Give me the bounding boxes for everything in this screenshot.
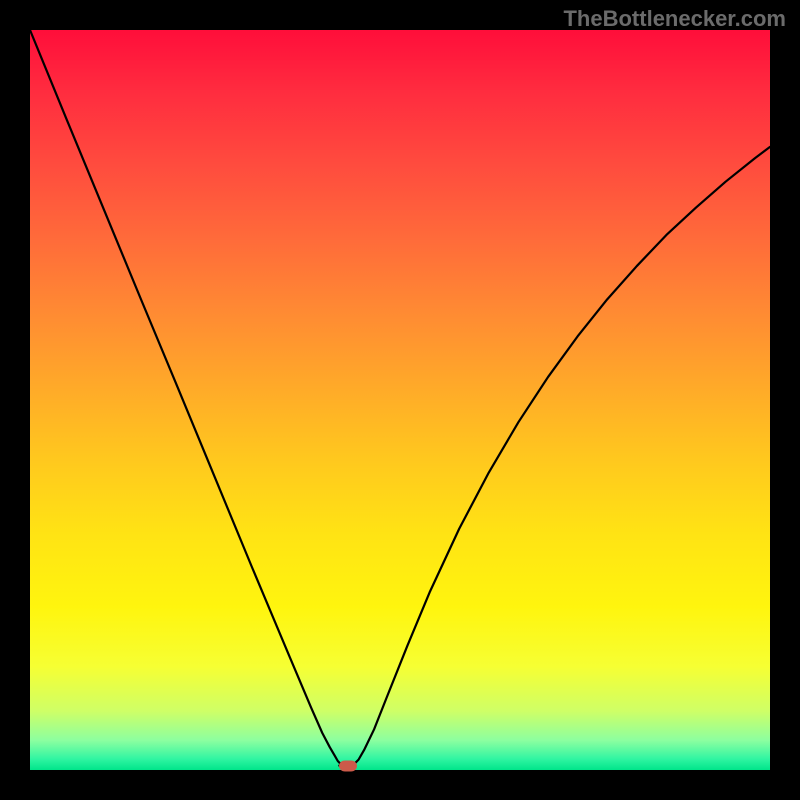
bottleneck-curve-svg [0, 0, 800, 800]
optimal-point-marker [339, 760, 358, 772]
chart-container: { "watermark": { "text": "TheBottlenecke… [0, 0, 800, 800]
curve-right-branch [354, 147, 770, 764]
curve-left-branch [30, 30, 341, 764]
source-watermark: TheBottlenecker.com [563, 6, 786, 32]
